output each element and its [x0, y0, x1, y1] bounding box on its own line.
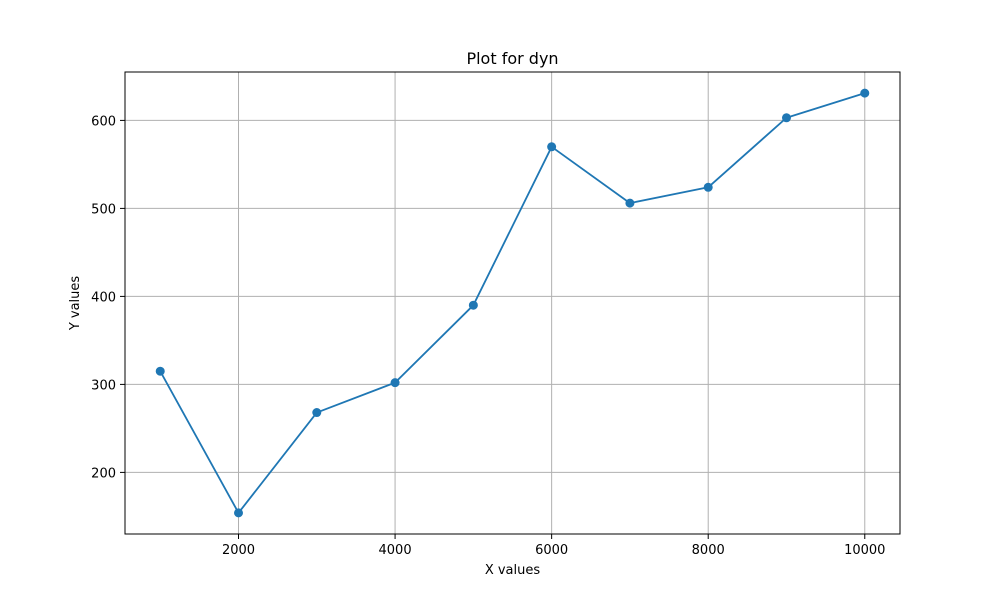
y-tick-label: 300 — [91, 378, 116, 393]
plot-frame — [124, 71, 901, 535]
y-tick-label: 600 — [91, 114, 116, 129]
plot-area — [125, 72, 900, 534]
data-point — [703, 182, 713, 192]
x-tick-label: 4000 — [379, 543, 412, 558]
data-point — [860, 88, 870, 98]
data-point — [468, 300, 478, 310]
x-tick-label: 6000 — [535, 543, 568, 558]
data-series — [155, 88, 870, 518]
series-line — [159, 92, 866, 514]
data-point — [234, 508, 244, 518]
y-axis-label: Y values — [68, 276, 83, 332]
y-tick-label: 200 — [91, 466, 116, 481]
chart-title: Plot for dyn — [466, 49, 558, 68]
data-point — [155, 366, 165, 376]
data-point — [781, 113, 791, 123]
data-point — [390, 378, 400, 388]
data-point — [625, 198, 635, 208]
y-tick-label: 400 — [91, 290, 116, 305]
y-tick-label: 500 — [91, 202, 116, 217]
axis-ticks: 2000 4000 6000 8000 10000 200 300 400 500 600 — [91, 114, 885, 558]
x-tick-label: 8000 — [692, 543, 725, 558]
data-point — [312, 408, 322, 418]
x-tick-label: 2000 — [222, 543, 255, 558]
x-axis-label: X values — [485, 563, 541, 578]
x-tick-label: 10000 — [844, 543, 885, 558]
data-point — [547, 142, 557, 152]
